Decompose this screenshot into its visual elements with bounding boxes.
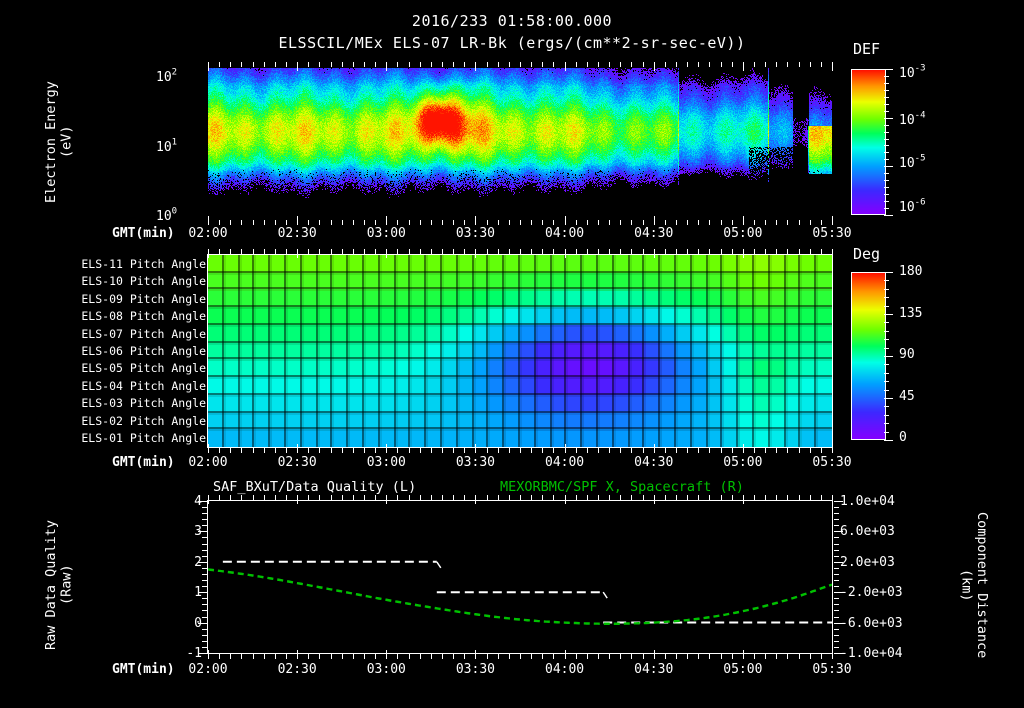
time-tick-label: 04:00 [544,455,585,470]
mid-panel-time-ticklabels: 02:00 02:30 03:00 03:30 04:00 04:30 05:00 05:30 [188,455,851,473]
time-tick-label: 02:00 [188,226,228,241]
bottom-panel-frame [207,500,833,654]
time-tick-label: 04:30 [634,455,674,470]
time-tick-label: 03:00 [366,455,406,470]
pitch-panel-axis-ticks [208,249,833,453]
pitch-angle-grid [208,255,832,447]
bottom-panel-axis-ticks [208,495,833,659]
def-colorbar-label-6: 10-6 [899,197,926,215]
bottom-panel-yticks-left: 43210-1 [160,494,202,664]
pitch-angle-row-label-01: ELS-01 Pitch Angle [81,431,206,446]
bottom-ytick-left: -1 [186,646,202,661]
bottom-ytick-right: -6.0e+03 [840,615,903,631]
top-panel-ytick-100: 102 [156,67,178,85]
pitch-angle-row-label-03: ELS-03 Pitch Angle [81,396,206,411]
bottom-right-tickmarks [834,501,844,654]
pitch-angle-row-label-02: ELS-02 Pitch Angle [81,413,206,428]
deg-colorbar-label: 90 [899,347,915,362]
deg-colorbar-label: 0 [899,430,907,445]
time-tick-label: 02:30 [277,455,317,470]
def-colorbar-label-4: 10-4 [899,110,926,128]
pitch-angle-row-labels: ELS-11 Pitch Angle ELS-10 Pitch Angle ELS-… [20,255,206,447]
def-colorbar-title: DEF [853,40,881,58]
def-colorbar-label-5: 10-5 [899,153,926,171]
time-tick-label: 03:00 [366,226,406,241]
pitch-angle-row-label-11: ELS-11 Pitch Angle [81,256,206,271]
bottom-panel-gmt-label: GMT(min) [112,662,175,677]
pitch-angle-row-label-04: ELS-04 Pitch Angle [81,378,206,393]
deg-colorbar-ticks [884,272,896,441]
time-tick-label: 03:30 [455,662,495,677]
time-tick-label: 02:00 [188,455,228,470]
def-colorbar [851,69,886,215]
pitch-angle-row-label-08: ELS-08 Pitch Angle [81,309,206,324]
data-quality-and-distance-plot [208,501,832,653]
page-title-timestamp: 2016/233 01:58:00.000 [411,12,613,30]
pitch-angle-row-label-06: ELS-06 Pitch Angle [81,344,206,358]
pitch-angle-row-label-10: ELS-10 Pitch Angle [81,274,206,289]
bottom-ytick-right: 6.0e+03 [840,524,895,540]
time-tick-label: 04:30 [634,662,674,677]
pitch-angle-row-label-05: ELS-05 Pitch Angle [81,361,206,376]
def-colorbar-label-3: 10-3 [899,63,926,81]
mid-panel-gmt-label: GMT(min) [112,455,175,470]
top-panel-ylabel: Electron Energy (eV) [43,81,75,203]
top-panel-time-ticklabels: 02:00 02:30 03:00 03:30 04:00 04:30 05:00 05:30 [188,226,851,244]
time-tick-label: 05:30 [812,455,852,470]
bottom-panel-ylabel-right: Component Distance (km) [958,511,990,659]
page-title-instrument: ELSSCIL/MEx ELS-07 LR-Bk (ergs/(cm**2-sr… [278,34,746,52]
bottom-panel-title-right: MEXORBMC/SPF X, Spacecraft (R) [500,479,744,495]
time-tick-label: 05:00 [723,455,763,470]
time-tick-label: 03:00 [366,662,406,677]
pitch-angle-row-label-09: ELS-09 Pitch Angle [81,291,206,306]
time-tick-label: 04:00 [544,662,585,677]
time-tick-label: 05:00 [723,226,763,241]
top-panel-gmt-label: GMT(min) [112,226,175,241]
bottom-panel-ylabel-left: Raw Data Quality (Raw) [43,519,75,651]
bottom-ytick-right: -2.0e+03 [840,585,903,601]
time-tick-label: 02:00 [188,662,228,677]
deg-colorbar-label: 180 [899,264,923,279]
deg-colorbar-labels: 180 135 90 45 0 [899,264,959,450]
electron-energy-spectrogram [208,68,832,219]
time-tick-label: 03:30 [455,226,495,241]
bottom-panel-title-left: SAF_BXuT/Data Quality (L) [213,479,417,495]
time-tick-label: 05:30 [812,226,852,241]
top-panel-axis-ticks [208,62,833,225]
deg-colorbar-label: 45 [899,388,915,404]
pitch-angle-row-label-07: ELS-07 Pitch Angle [81,326,206,341]
time-tick-label: 04:00 [544,226,585,241]
bottom-panel-yticks-right: 1.0e+04 6.0e+03 2.0e+03 -2.0e+03 -6.0e+03 -1.… [840,494,950,664]
top-panel-ytick-1: 100 [156,206,178,224]
time-tick-label: 03:30 [455,455,495,470]
bottom-left-tickmarks [197,501,207,654]
bottom-ytick-right: 2.0e+03 [840,554,895,570]
time-tick-label: 02:30 [277,662,317,677]
bottom-ytick-right: -1.0e+04 [840,646,903,661]
def-colorbar-ticks [884,69,896,216]
time-tick-label: 05:00 [723,662,763,677]
top-panel-ytick-10: 101 [156,137,178,155]
time-tick-label: 02:30 [277,226,317,241]
time-tick-label: 04:30 [634,226,674,241]
time-tick-label: 05:30 [812,662,852,677]
deg-colorbar-label: 135 [899,305,923,321]
deg-colorbar-title: Deg [853,245,881,263]
bottom-panel-time-ticklabels: 02:00 02:30 03:00 03:30 04:00 04:30 05:00 05:30 [188,662,851,680]
pitch-angle-panel-frame [207,254,833,448]
deg-colorbar [851,272,886,440]
bottom-ytick-right: 1.0e+04 [840,494,895,509]
